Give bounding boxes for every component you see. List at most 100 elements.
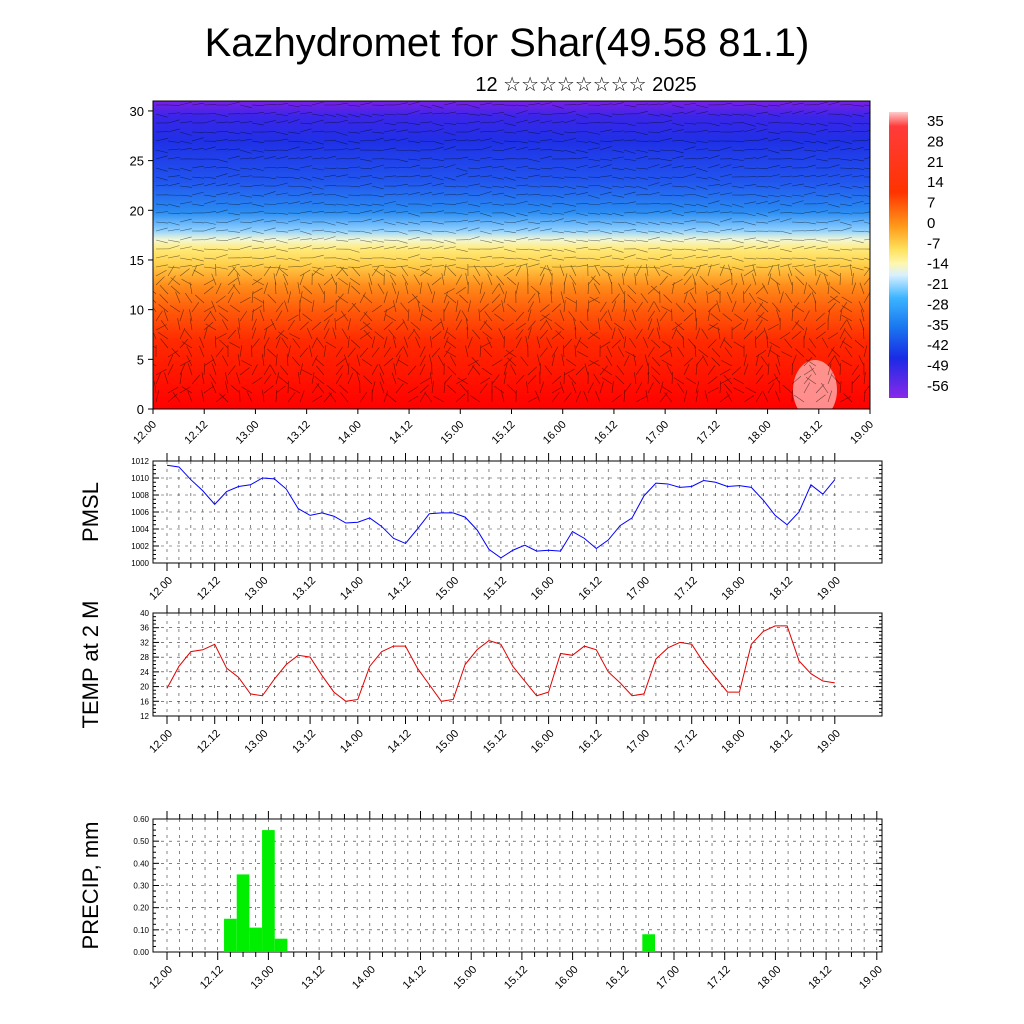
x-tick-label: 18.12 xyxy=(806,964,834,992)
x-tick-label: 14.00 xyxy=(338,728,366,756)
x-tick-label: 14.00 xyxy=(350,964,378,992)
y-axis-title: PRECIP, mm xyxy=(78,822,103,950)
x-tick-label: 14.00 xyxy=(336,419,364,447)
x-tick-label: 14.12 xyxy=(386,575,414,603)
x-tick-label: 19.00 xyxy=(815,728,843,756)
x-tick-label: 18.00 xyxy=(720,575,748,603)
colorbar-label: -56 xyxy=(927,378,949,395)
y-tick-label: 1006 xyxy=(131,508,149,517)
colorbar-label: -14 xyxy=(927,256,949,273)
x-tick-label: 14.12 xyxy=(386,728,414,756)
x-tick-label: 14.00 xyxy=(338,575,366,603)
precip-bar xyxy=(642,934,655,952)
x-tick-label: 16.12 xyxy=(592,419,620,447)
y-axis-title: TEMP at 2 M xyxy=(78,601,103,729)
precip-bar xyxy=(274,938,288,952)
precip-bar xyxy=(249,927,263,952)
y-tick-label: 1002 xyxy=(131,542,149,551)
x-tick-label: 12.00 xyxy=(131,419,159,447)
x-tick-label: 16.12 xyxy=(603,964,631,992)
x-tick-label: 16.00 xyxy=(529,728,557,756)
y-tick-label: 0.30 xyxy=(133,882,149,891)
x-tick-label: 18.00 xyxy=(720,728,748,756)
y-tick-label: 20 xyxy=(140,683,149,692)
cross-section-panel: 0 5 10 15 20 25 30 12.00 12.12 13.00 13.12 14.00 14.… xyxy=(130,100,876,447)
x-tick-label: 14.12 xyxy=(401,964,429,992)
x-tick-label: 12.00 xyxy=(147,964,175,992)
x-tick-label: 12.12 xyxy=(198,964,226,992)
x-tick-label: 15.00 xyxy=(438,419,466,447)
x-tick-label: 17.12 xyxy=(672,575,700,603)
colorbar-label: 28 xyxy=(927,133,944,150)
precip-bar xyxy=(262,830,275,952)
temperature-field xyxy=(153,101,870,409)
x-tick-label: 16.00 xyxy=(541,419,569,447)
x-tick-label: 17.12 xyxy=(705,964,733,992)
x-tick-label: 12.00 xyxy=(147,575,175,603)
y-tick-label: 0 xyxy=(137,402,144,417)
temp-panel: 12 16 20 24 28 32 36 40 12.00 12.12 13.00 13.12 14.0… xyxy=(78,601,883,756)
x-tick-label: 18.00 xyxy=(756,964,784,992)
y-tick-label: 25 xyxy=(130,154,144,169)
x-tick-label: 12.00 xyxy=(147,728,175,756)
x-tick-label: 13.12 xyxy=(290,728,318,756)
y-tick-label: 0.00 xyxy=(133,948,149,957)
x-tick-label: 13.00 xyxy=(243,575,271,603)
x-tick-label: 12.12 xyxy=(195,728,223,756)
colorbar-label: -7 xyxy=(927,235,940,252)
colorbar-label: -28 xyxy=(927,296,949,313)
x-tick-label: 15.12 xyxy=(490,419,518,447)
colorbar-label: -42 xyxy=(927,337,949,354)
precip-bar xyxy=(236,874,250,952)
x-tick-label: 13.12 xyxy=(285,419,313,447)
y-tick-label: 36 xyxy=(140,624,149,633)
x-tick-label: 15.12 xyxy=(481,728,509,756)
x-tick-label: 16.00 xyxy=(553,964,581,992)
y-tick-label: 10 xyxy=(130,303,144,318)
field-background xyxy=(153,101,870,409)
y-tick-label: 1000 xyxy=(131,559,149,568)
x-tick-label: 17.12 xyxy=(695,419,723,447)
colorbar-label: 35 xyxy=(927,113,944,130)
colorbar-gradient xyxy=(889,112,908,398)
x-tick-label: 17.00 xyxy=(624,728,652,756)
y-tick-label: 1008 xyxy=(131,491,149,500)
series-line xyxy=(166,625,835,702)
y-tick-label: 15 xyxy=(130,253,144,268)
colorbar: 35 28 21 14 7 0 -7 -14 -21 -28 -35 -42 -49 -56 xyxy=(889,112,949,398)
y-tick-label: 12 xyxy=(140,712,149,721)
x-tick-label: 16.00 xyxy=(529,575,557,603)
pmsl-panel: 1000 1002 1004 1006 1008 1010 1012 12.00 12.12 13… xyxy=(78,453,883,603)
x-tick-label: 17.00 xyxy=(643,419,671,447)
x-tick-label: 15.12 xyxy=(481,575,509,603)
y-tick-label: 40 xyxy=(140,609,149,618)
x-tick-label: 16.12 xyxy=(576,575,604,603)
y-tick-label: 16 xyxy=(140,697,149,706)
chart-title: Kazhydromet for Shar(49.58 81.1) xyxy=(205,21,810,65)
colorbar-label: 14 xyxy=(927,174,944,191)
colorbar-label: 7 xyxy=(927,195,935,212)
x-tick-label: 12.12 xyxy=(195,575,223,603)
colorbar-label: -35 xyxy=(927,317,949,334)
y-tick-label: 24 xyxy=(140,668,149,677)
colorbar-label: -49 xyxy=(927,358,949,375)
x-tick-label: 15.12 xyxy=(502,964,530,992)
x-tick-label: 12.12 xyxy=(182,419,210,447)
x-tick-label: 13.00 xyxy=(249,964,277,992)
x-tick-label: 17.00 xyxy=(654,964,682,992)
hot-spot xyxy=(793,360,837,409)
wind-vectors xyxy=(153,101,870,403)
y-tick-label: 0.50 xyxy=(133,837,149,846)
x-tick-label: 16.12 xyxy=(576,728,604,756)
y-tick-label: 0.20 xyxy=(133,904,149,913)
x-tick-label: 17.12 xyxy=(672,728,700,756)
x-tick-label: 18.00 xyxy=(746,419,774,447)
colorbar-label: -21 xyxy=(927,276,949,293)
y-axis-title: PMSL xyxy=(78,482,103,542)
y-tick-label: 32 xyxy=(140,638,149,647)
y-tick-label: 1010 xyxy=(131,474,149,483)
y-tick-label: 30 xyxy=(130,104,144,119)
x-tick-label: 18.12 xyxy=(797,419,825,447)
x-tick-label: 13.00 xyxy=(243,728,271,756)
